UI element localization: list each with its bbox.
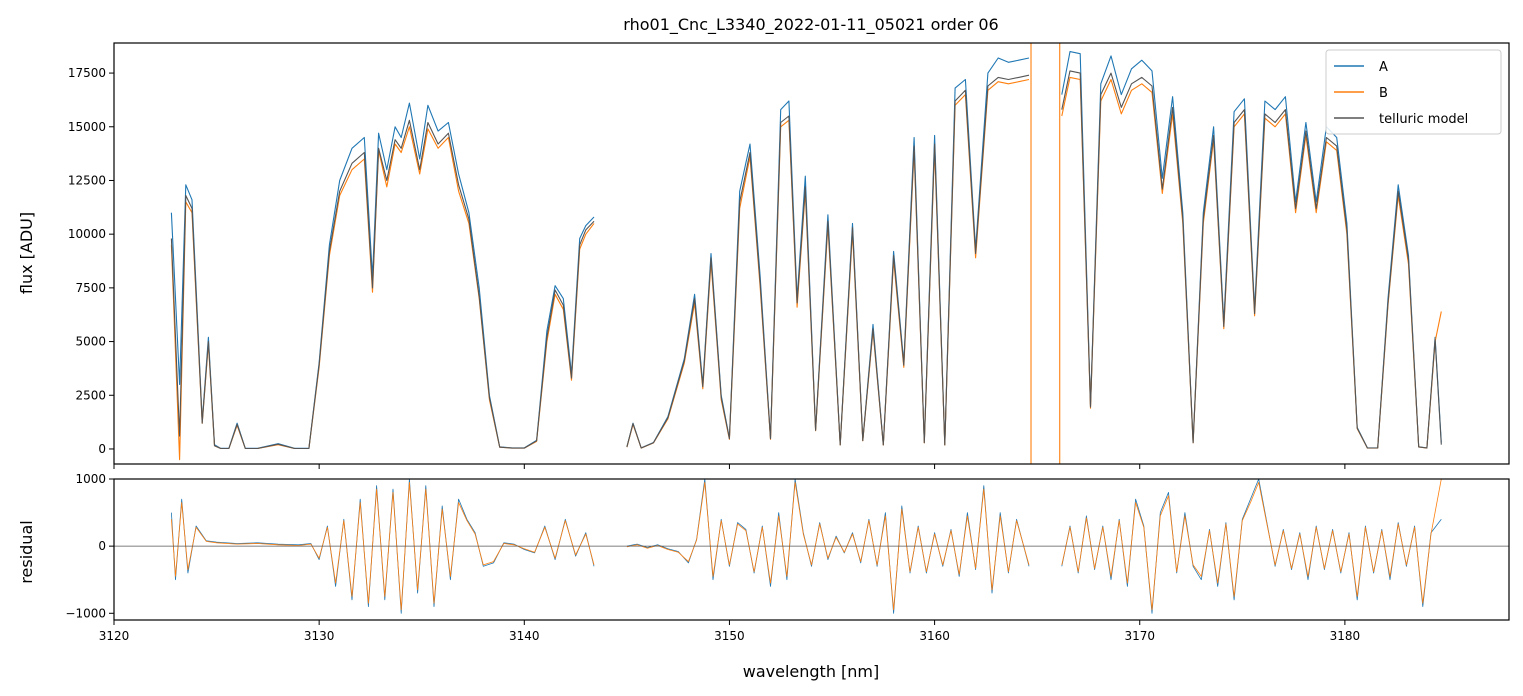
residual-panel-frame bbox=[113, 478, 1510, 621]
flux-y-tick-label: 12500 bbox=[68, 173, 106, 187]
legend-label-b: B bbox=[1379, 86, 1388, 101]
residual-y-axis-label: residual bbox=[17, 520, 36, 583]
flux-y-tick-label: 17500 bbox=[68, 66, 106, 80]
series-b-line-3 bbox=[170, 126, 595, 461]
legend-label-a: A bbox=[1379, 60, 1388, 75]
series-b-line-3 bbox=[171, 481, 595, 611]
flux-y-tick-label: 15000 bbox=[68, 120, 106, 134]
x-tick-label: 3170 bbox=[1124, 629, 1155, 643]
series-a-line-1 bbox=[626, 57, 1030, 449]
flux-y-tick-label: 7500 bbox=[75, 281, 106, 295]
series-b-line-5 bbox=[1061, 479, 1442, 611]
flux-y-axis-label: flux [ADU] bbox=[17, 212, 36, 294]
legend: A B telluric model bbox=[1325, 49, 1502, 135]
x-tick-label: 3180 bbox=[1330, 629, 1361, 643]
flux-y-tick-label: 2500 bbox=[75, 388, 106, 402]
residual-y-tick-label: 0 bbox=[98, 539, 106, 553]
x-tick-label: 3140 bbox=[509, 629, 540, 643]
residual-y-tick-label: 1000 bbox=[75, 472, 106, 486]
flux-x-ticks bbox=[113, 464, 1346, 469]
residual-y-ticks: −1000 0 1000 bbox=[65, 472, 114, 620]
flux-y-tick-label: 10000 bbox=[68, 227, 106, 241]
series-telluric-model-line-8 bbox=[1061, 70, 1442, 449]
x-tick-label: 3130 bbox=[304, 629, 335, 643]
x-tick-label: 3160 bbox=[919, 629, 950, 643]
residual-x-ticks: 3120 3130 3140 3150 3160 3170 3180 bbox=[99, 620, 1360, 643]
series-telluric-model-line-7 bbox=[626, 74, 1030, 449]
chart-title: rho01_Cnc_L3340_2022-01-11_05021 order 0… bbox=[623, 15, 998, 35]
residual-y-tick-label: −1000 bbox=[65, 606, 106, 620]
x-axis-label: wavelength [nm] bbox=[743, 662, 880, 681]
legend-label-model: telluric model bbox=[1379, 112, 1468, 127]
series-b-line-4 bbox=[626, 481, 1030, 611]
flux-panel: 0 2500 5000 7500 10000 12500 15000 17500 flux [… bbox=[17, 42, 1510, 469]
residual-series-group bbox=[114, 479, 1509, 614]
x-tick-label: 3120 bbox=[99, 629, 130, 643]
flux-y-tick-label: 5000 bbox=[75, 335, 106, 349]
flux-y-ticks: 0 2500 5000 7500 10000 12500 15000 17500 bbox=[68, 66, 114, 456]
legend-frame bbox=[1325, 49, 1502, 135]
series-telluric-model-line-6 bbox=[170, 119, 595, 450]
x-tick-label: 3150 bbox=[714, 629, 745, 643]
flux-panel-frame bbox=[113, 42, 1510, 465]
flux-y-tick-label: 0 bbox=[98, 442, 106, 456]
series-a-line-0 bbox=[170, 102, 595, 449]
flux-series-group bbox=[170, 43, 1442, 464]
